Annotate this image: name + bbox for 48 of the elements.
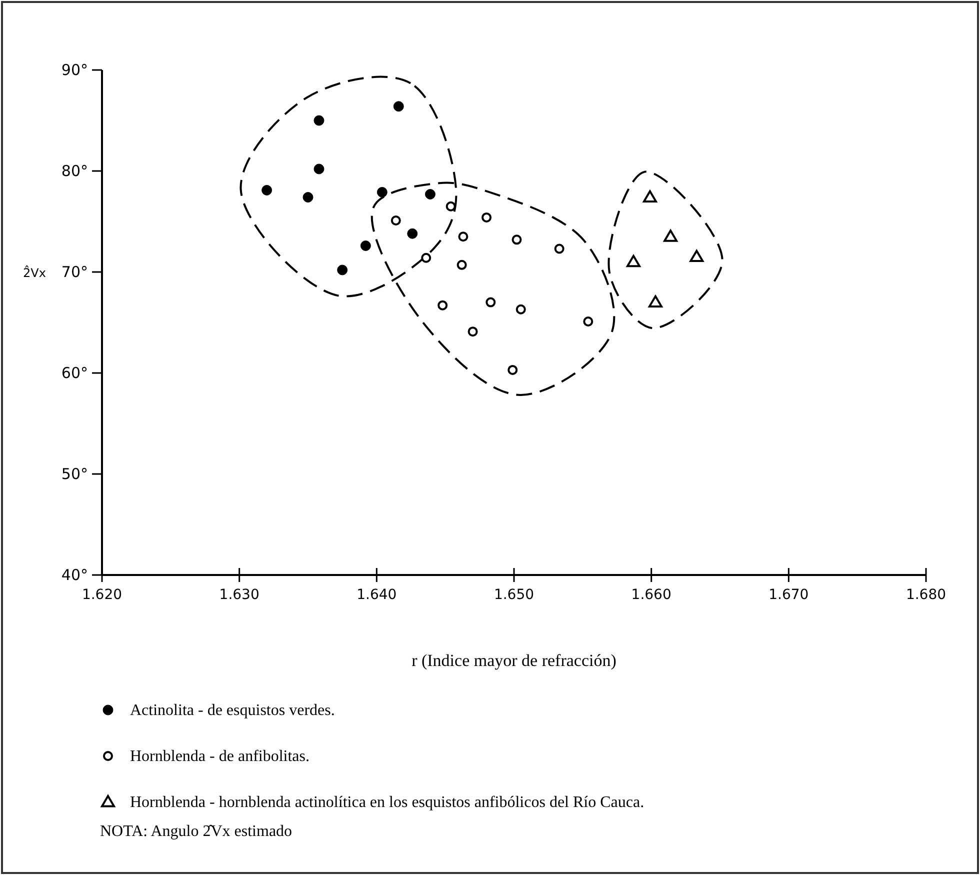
point — [583, 316, 594, 326]
point — [482, 212, 492, 222]
point — [468, 326, 478, 337]
x-tick-label: 1.650 — [494, 587, 534, 603]
point — [302, 192, 314, 203]
point — [554, 244, 564, 254]
point — [262, 184, 272, 196]
point — [407, 228, 418, 239]
point — [393, 101, 404, 112]
point — [390, 215, 401, 226]
y-tick-label: 50° — [61, 465, 88, 483]
point — [626, 254, 640, 268]
x-tick-label: 1.630 — [219, 587, 260, 603]
y-tick-label: 90° — [61, 61, 88, 79]
point — [314, 164, 324, 174]
point — [424, 188, 436, 200]
point — [456, 260, 467, 270]
x-tick-label: 1.620 — [82, 587, 122, 603]
point — [486, 297, 496, 308]
x-tick-label: 1.670 — [768, 587, 809, 603]
point — [438, 300, 448, 310]
point — [648, 295, 662, 308]
point — [508, 364, 518, 375]
y-tick-label: 40° — [61, 566, 88, 584]
x-axis-title: r (Indice mayor de refracción) — [412, 651, 616, 670]
point — [314, 115, 324, 126]
x-tick-label: 1.660 — [631, 587, 672, 603]
point — [516, 304, 526, 314]
legend-label: Hornblenda - hornblenda actinolítica en los esquistos anfibólicos del Río Cauca. — [130, 794, 644, 811]
point — [642, 190, 657, 202]
y-tick-label: 70° — [61, 263, 88, 281]
y-tick-label: 60° — [61, 364, 88, 382]
text: NOTA: Angulo 2̂Vx estimado — [100, 823, 292, 840]
legend-label: Hornblenda - de anfibolitas. — [130, 748, 310, 765]
x-tick-label: 1.640 — [356, 587, 397, 603]
point — [446, 201, 456, 212]
legend-label: Actinolita - de esquistos verdes. — [130, 702, 335, 719]
point — [360, 240, 371, 251]
y-tick-label: 80° — [61, 162, 88, 180]
x-tick-label: 1.680 — [906, 587, 946, 603]
point — [512, 234, 522, 245]
point — [337, 264, 348, 276]
point — [690, 250, 704, 262]
point — [376, 186, 388, 198]
point — [664, 230, 678, 242]
y-axis-title: 2̂Vx — [23, 264, 46, 280]
point — [458, 232, 468, 242]
point — [421, 252, 432, 263]
